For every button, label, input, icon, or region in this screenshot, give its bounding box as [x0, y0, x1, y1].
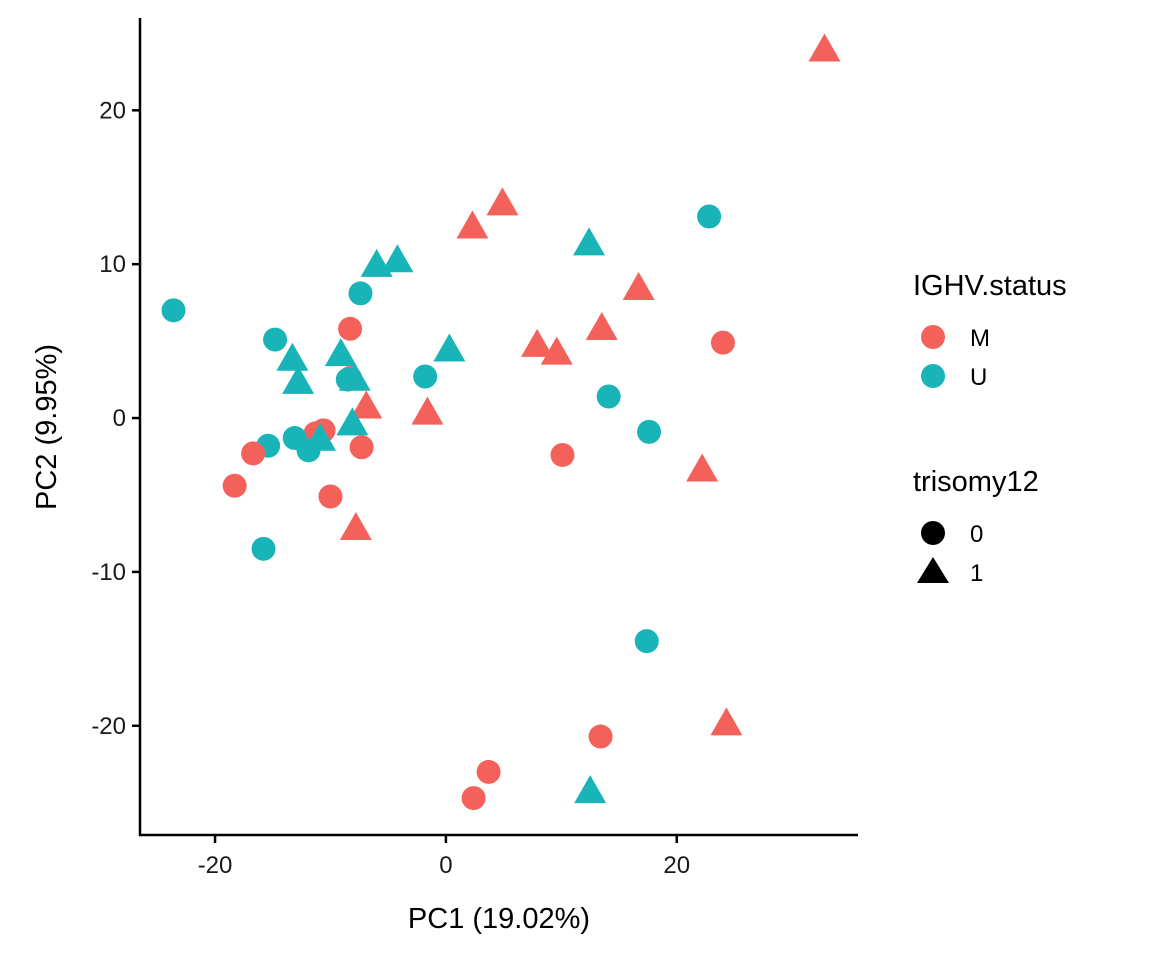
legend-trisomy12: trisomy12 0 1 [913, 466, 1039, 587]
legend-ighv: IGHV.status M U [913, 270, 1067, 391]
y-tick-label: -10 [91, 559, 126, 586]
legend-ighv-u-label: U [970, 364, 987, 391]
data-point-37-m-circle [550, 442, 575, 467]
data-point-42-u-circle [251, 536, 276, 561]
data-point-27-u-triangle [336, 407, 369, 436]
data-point-38-m-triangle [686, 453, 719, 482]
data-point-4-u-triangle [573, 227, 606, 256]
data-point-39-m-circle [222, 473, 247, 498]
data-point-43-u-circle [634, 629, 659, 654]
x-axis-title: PC1 (19.02%) [408, 903, 590, 935]
data-point-17-u-triangle [324, 338, 357, 367]
points-layer [161, 33, 841, 811]
data-point-22-u-triangle [338, 362, 371, 391]
data-point-47-m-circle [461, 786, 486, 811]
y-tick-label: 0 [113, 405, 126, 432]
y-tick-label: 20 [99, 97, 126, 124]
legend-trisomy12-1-key [917, 557, 949, 583]
data-point-25-m-triangle [350, 390, 383, 419]
legend-ighv-m-label: M [970, 325, 990, 352]
legend-ighv-u-key [921, 364, 945, 388]
y-tick-label: -20 [91, 713, 126, 740]
data-point-7-m-triangle [622, 271, 655, 300]
data-point-2-m-triangle [486, 187, 519, 216]
data-point-26-m-triangle [411, 396, 444, 425]
data-point-0-m-triangle [808, 33, 841, 62]
data-point-15-m-triangle [540, 336, 573, 365]
data-point-10-m-circle [338, 316, 363, 341]
data-point-45-m-circle [588, 724, 613, 749]
data-point-44-m-triangle [710, 707, 743, 736]
data-point-48-u-triangle [574, 775, 607, 804]
x-tick-label: 0 [439, 852, 452, 879]
legend-ighv-m-key [921, 325, 945, 349]
data-point-1-u-circle [697, 204, 722, 229]
data-point-23-u-circle [413, 364, 438, 389]
data-point-6-u-triangle [360, 248, 393, 277]
legend-trisomy12-1-label: 1 [970, 560, 983, 587]
data-point-9-u-circle [161, 298, 186, 323]
data-point-28-u-circle [637, 419, 662, 444]
data-point-8-u-circle [348, 281, 373, 306]
data-point-14-m-triangle [521, 328, 554, 357]
data-point-40-m-circle [318, 484, 343, 509]
legend-ighv-title: IGHV.status [913, 270, 1067, 302]
data-point-36-m-circle [241, 441, 266, 466]
data-point-35-m-circle [349, 435, 374, 460]
x-tick-label: -20 [198, 852, 233, 879]
data-point-33-u-circle [296, 438, 321, 463]
data-point-46-m-circle [476, 759, 501, 784]
y-tick-label: 10 [99, 251, 126, 278]
y-axis-title: PC2 (9.95%) [31, 344, 63, 510]
data-point-11-m-triangle [585, 311, 618, 340]
legend-trisomy12-title: trisomy12 [913, 466, 1039, 498]
data-point-13-u-circle [263, 327, 288, 352]
data-point-41-m-triangle [339, 512, 372, 541]
data-point-16-u-triangle [433, 333, 466, 362]
y-ticks: -20 -10 0 10 20 [91, 97, 140, 740]
x-tick-label: 20 [663, 852, 690, 879]
legend-trisomy12-0-label: 0 [970, 521, 983, 548]
data-point-12-m-circle [710, 330, 735, 355]
data-point-24-u-circle [596, 384, 621, 409]
data-point-18-u-triangle [276, 342, 309, 371]
x-ticks: -20 0 20 [198, 835, 690, 879]
data-point-3-m-triangle [456, 210, 489, 239]
legend-trisomy12-0-key [921, 521, 945, 545]
data-point-19-u-triangle [282, 365, 315, 394]
data-point-5-u-triangle [381, 244, 414, 273]
